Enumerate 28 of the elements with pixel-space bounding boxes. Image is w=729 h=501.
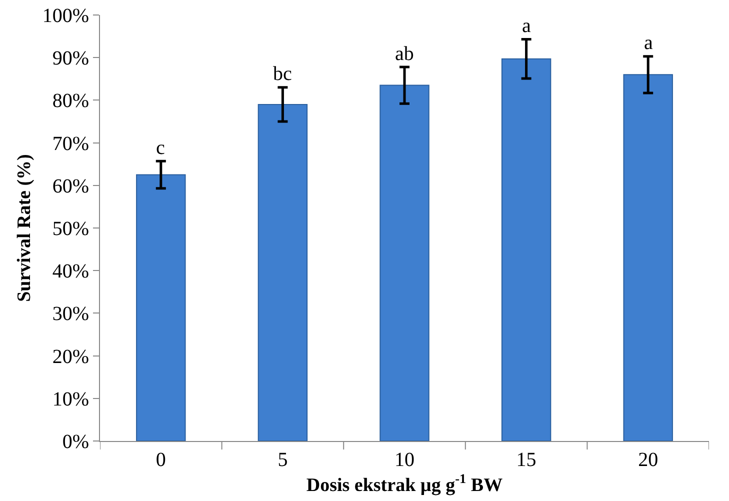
y-tick-label: 0% — [62, 431, 89, 453]
bar — [623, 74, 673, 441]
y-tick-label: 10% — [52, 388, 89, 410]
x-tick-label: 20 — [638, 449, 658, 471]
bar — [501, 58, 552, 441]
bar — [380, 84, 430, 441]
annotation: a — [644, 32, 653, 54]
annotation: a — [522, 15, 531, 37]
y-tick-label: 30% — [52, 303, 89, 326]
x-tick-label: 10 — [394, 449, 414, 471]
x-tick-label: 5 — [278, 449, 288, 471]
x-tick-label: 15 — [516, 449, 536, 471]
bar — [258, 104, 308, 441]
x-axis-title: Dosis ekstrak µg g$^{-1}$ BW — [306, 471, 503, 496]
y-tick-label: 20% — [52, 346, 89, 368]
y-tick-label: 100% — [42, 5, 89, 27]
y-tick-label: 80% — [52, 90, 89, 112]
y-tick-label: 90% — [52, 48, 89, 70]
y-tick-label: 60% — [52, 175, 89, 198]
annotation: ab — [395, 43, 414, 65]
annotation: bc — [273, 63, 292, 85]
y-tick-label: 40% — [52, 260, 89, 283]
y-tick-label: 70% — [52, 132, 89, 155]
bar — [136, 174, 186, 441]
annotation: c — [156, 137, 165, 159]
y-tick-label: 50% — [52, 218, 89, 240]
y-axis-title: Survival Rate (%) — [14, 154, 36, 302]
x-tick-label: 0 — [156, 449, 166, 471]
